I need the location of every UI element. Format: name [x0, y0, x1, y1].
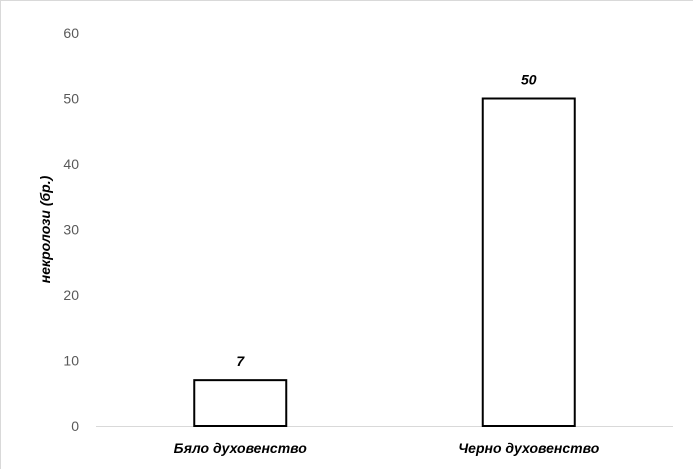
- data-labels: 7 50: [236, 72, 536, 370]
- bar: [193, 379, 288, 427]
- bar: [481, 97, 576, 427]
- y-axis-ticks: 0 10 20 30 40 50 60: [63, 25, 79, 434]
- data-label: 7: [236, 353, 245, 369]
- bars: [193, 97, 576, 427]
- data-label: 50: [521, 72, 537, 88]
- y-tick-label: 40: [63, 156, 79, 172]
- x-category-label: Бяло духовенство: [174, 440, 308, 456]
- y-tick-label: 10: [63, 353, 79, 369]
- y-tick-label: 30: [63, 222, 79, 238]
- category-labels: Бяло духовенство Черно духовенство: [174, 440, 600, 456]
- y-tick-label: 0: [71, 418, 79, 434]
- x-category-label: Черно духовенство: [458, 440, 599, 456]
- y-tick-label: 50: [63, 91, 79, 107]
- y-tick-label: 20: [63, 287, 79, 303]
- y-axis-title: некролози (бр.): [37, 175, 53, 283]
- y-tick-label: 60: [63, 25, 79, 41]
